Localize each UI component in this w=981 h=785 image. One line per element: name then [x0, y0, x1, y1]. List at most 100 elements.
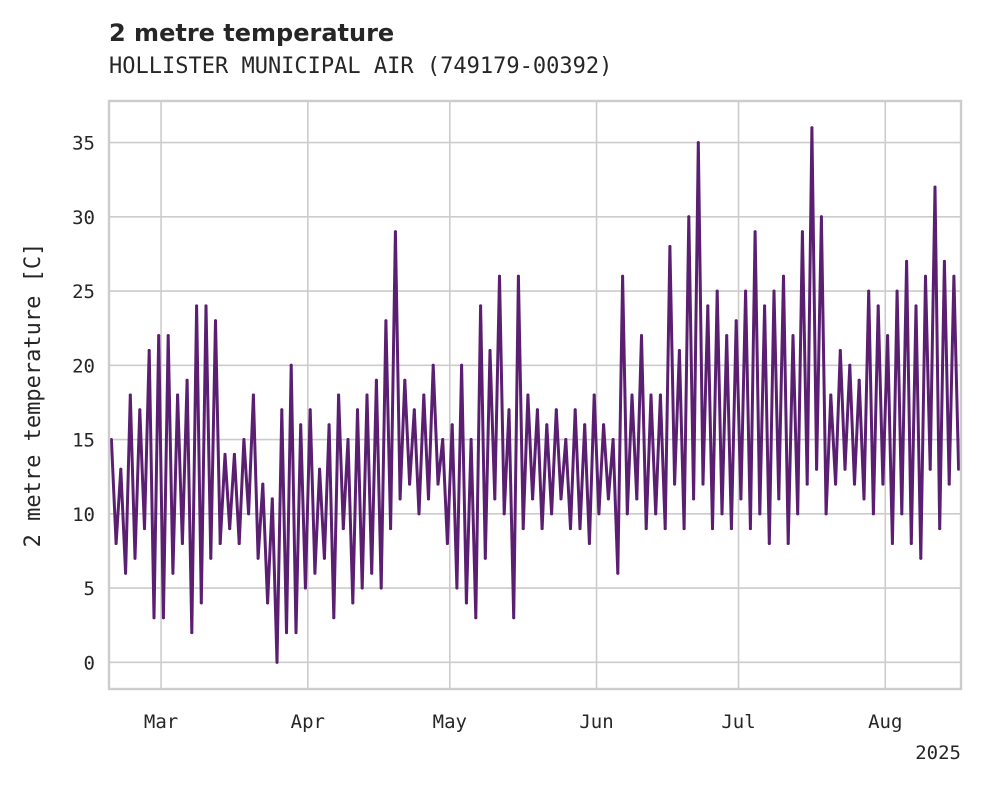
data-point [204, 304, 208, 308]
data-point [848, 363, 852, 367]
data-point [540, 527, 544, 531]
data-point [696, 141, 700, 145]
data-point [668, 245, 672, 248]
data-point [507, 408, 511, 412]
data-point [777, 497, 781, 501]
data-point [119, 467, 123, 471]
data-point [161, 616, 165, 620]
data-point [725, 334, 729, 338]
data-point [299, 423, 303, 427]
data-point [143, 527, 146, 531]
data-point [838, 349, 842, 352]
data-point [512, 616, 516, 620]
data-point [706, 304, 710, 308]
data-point [455, 586, 459, 590]
data-point [351, 601, 355, 605]
data-point [810, 126, 814, 130]
data-point [635, 497, 639, 501]
data-point [592, 393, 596, 397]
data-point [554, 408, 558, 412]
data-point [720, 512, 724, 516]
data-point [185, 378, 189, 382]
data-point [938, 527, 942, 531]
data-point [370, 571, 374, 575]
data-point [924, 274, 927, 278]
data-point [744, 289, 748, 293]
data-point [573, 408, 577, 412]
data-point [786, 542, 790, 545]
data-point [242, 438, 246, 441]
data-point [195, 304, 199, 308]
y-tick-label: 15 [72, 430, 95, 452]
data-point [947, 482, 951, 486]
data-point [516, 274, 520, 278]
data-point [711, 527, 714, 531]
data-point [285, 631, 288, 635]
data-point [871, 512, 875, 516]
data-point [190, 631, 194, 635]
data-point [337, 393, 341, 397]
x-tick-label: Mar [144, 711, 178, 733]
data-point [559, 497, 563, 501]
data-point [734, 319, 738, 323]
data-point [673, 482, 677, 486]
data-point [389, 527, 393, 531]
data-point [124, 571, 128, 575]
data-point [303, 586, 307, 590]
data-point [398, 497, 402, 501]
data-point [479, 304, 483, 308]
data-point [853, 482, 856, 486]
data-point [531, 497, 535, 501]
data-point [701, 482, 705, 486]
x-offset-label: 2025 [915, 742, 961, 764]
data-point [261, 482, 265, 486]
data-point [715, 289, 719, 293]
data-point [782, 274, 785, 278]
data-point [583, 423, 587, 427]
data-point [763, 304, 767, 308]
data-point [772, 289, 776, 293]
data-point [957, 467, 961, 471]
data-point [441, 438, 445, 441]
data-point [748, 527, 752, 531]
data-point [460, 363, 464, 367]
y-tick-label: 5 [84, 578, 95, 600]
data-point [166, 334, 170, 338]
data-point [256, 556, 260, 560]
data-point [341, 527, 345, 531]
data-point [663, 527, 667, 531]
data-point [886, 334, 890, 338]
data-point [677, 349, 681, 352]
data-point [498, 274, 501, 278]
data-point [928, 467, 932, 471]
data-point [862, 497, 866, 501]
data-point [128, 393, 132, 397]
data-point [436, 482, 440, 486]
data-point [876, 304, 880, 308]
data-point [692, 497, 696, 501]
data-point [597, 512, 601, 516]
data-point [550, 512, 554, 516]
data-point [280, 408, 284, 412]
data-point [502, 512, 506, 516]
data-point [767, 542, 771, 545]
chart-title: 2 metre temperature [109, 19, 394, 47]
data-point [427, 497, 430, 501]
y-tick-label: 10 [72, 504, 95, 526]
data-point [275, 660, 279, 664]
data-point [729, 527, 733, 531]
y-tick-label: 30 [72, 207, 95, 229]
data-point [616, 571, 620, 575]
y-tick-labels: 0 5 10 15 20 25 30 35 [72, 133, 95, 675]
data-point [114, 542, 118, 545]
chart-subtitle: HOLLISTER MUNICIPAL AIR (749179-00392) [109, 54, 612, 79]
data-point [521, 527, 525, 531]
data-point [232, 452, 236, 456]
data-point [952, 274, 956, 278]
data-point [909, 542, 913, 545]
temperature-series-line [109, 126, 961, 664]
data-point [214, 319, 217, 323]
x-tick-label: Jul [721, 711, 755, 733]
data-point [535, 408, 539, 412]
